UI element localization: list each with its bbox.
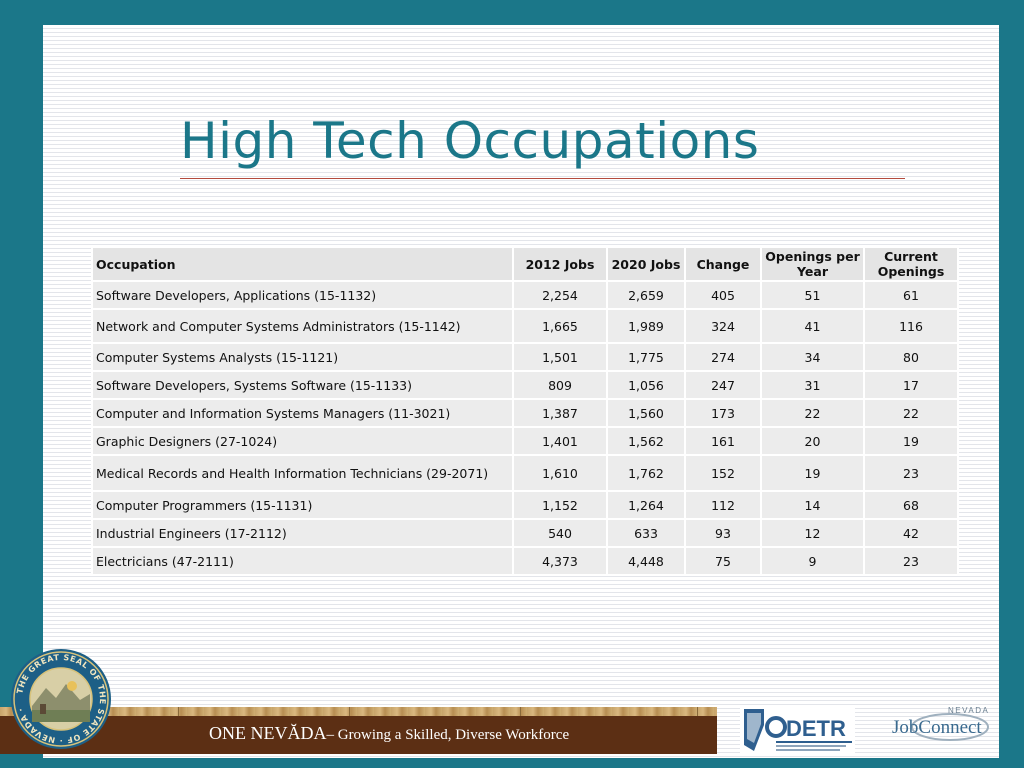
footer-tagline: – Growing a Skilled, Diverse Workforce (326, 727, 570, 743)
value-cell: 247 (684, 370, 762, 400)
header-occupation: Occupation (91, 246, 514, 282)
value-cell: 116 (863, 308, 959, 344)
value-cell: 14 (760, 490, 865, 520)
table-row: Network and Computer Systems Administrat… (91, 308, 959, 344)
value-cell: 152 (684, 454, 762, 492)
value-cell: 1,989 (606, 308, 686, 344)
value-cell: 17 (863, 370, 959, 400)
nevada-jobconnect-logo: NEVADA JobConnect (892, 706, 989, 741)
footer-brand: ONE NEVĂDA (209, 723, 327, 743)
wood-divider (178, 707, 179, 722)
header-2020-jobs: 2020 Jobs (606, 246, 686, 282)
footer-text: ONE NEVĂDA– Growing a Skilled, Diverse W… (209, 723, 569, 744)
value-cell: 19 (760, 454, 865, 492)
value-cell: 1,056 (606, 370, 686, 400)
value-cell: 112 (684, 490, 762, 520)
table-row: Industrial Engineers (17-2112) 540 633 93 12… (91, 518, 959, 548)
occupation-cell: Network and Computer Systems Administrat… (91, 308, 514, 344)
value-cell: 2,254 (512, 280, 608, 310)
value-cell: 12 (760, 518, 865, 548)
svg-text:NEVADA: NEVADA (948, 706, 989, 715)
table-row: Software Developers, Applications (15-11… (91, 280, 959, 310)
value-cell: 324 (684, 308, 762, 344)
value-cell: 4,373 (512, 546, 608, 576)
header-change: Change (684, 246, 762, 282)
value-cell: 31 (760, 370, 865, 400)
table-row: Graphic Designers (27-1024) 1,401 1,562 161… (91, 426, 959, 456)
value-cell: 1,610 (512, 454, 608, 492)
value-cell: 1,264 (606, 490, 686, 520)
wood-divider (697, 707, 698, 722)
value-cell: 80 (863, 342, 959, 372)
value-cell: 405 (684, 280, 762, 310)
value-cell: 41 (760, 308, 865, 344)
value-cell: 633 (606, 518, 686, 548)
occupation-cell: Graphic Designers (27-1024) (91, 426, 514, 456)
value-cell: 161 (684, 426, 762, 456)
occupation-cell: Computer Programmers (15-1131) (91, 490, 514, 520)
occupation-cell: Software Developers, Applications (15-11… (91, 280, 514, 310)
detr-logo: DETR (740, 705, 855, 755)
header-2012-jobs: 2012 Jobs (512, 246, 608, 282)
occupation-cell: Electricians (47-2111) (91, 546, 514, 576)
value-cell: 1,401 (512, 426, 608, 456)
value-cell: 2,659 (606, 280, 686, 310)
value-cell: 42 (863, 518, 959, 548)
wood-divider (520, 707, 521, 722)
value-cell: 1,387 (512, 398, 608, 428)
value-cell: 274 (684, 342, 762, 372)
value-cell: 4,448 (606, 546, 686, 576)
value-cell: 1,762 (606, 454, 686, 492)
value-cell: 75 (684, 546, 762, 576)
value-cell: 19 (863, 426, 959, 456)
occupation-cell: Software Developers, Systems Software (1… (91, 370, 514, 400)
occupation-cell: Computer Systems Analysts (15-1121) (91, 342, 514, 372)
table-header-row: Occupation 2012 Jobs 2020 Jobs Change Op… (91, 246, 959, 282)
value-cell: 93 (684, 518, 762, 548)
header-current-openings: Current Openings (863, 246, 959, 282)
value-cell: 173 (684, 398, 762, 428)
value-cell: 61 (863, 280, 959, 310)
svg-text:JobConnect: JobConnect (892, 717, 982, 738)
table-row: Medical Records and Health Information T… (91, 454, 959, 492)
occupation-cell: Medical Records and Health Information T… (91, 454, 514, 492)
value-cell: 22 (760, 398, 865, 428)
slide-title: High Tech Occupations (180, 112, 760, 170)
table-row: Electricians (47-2111) 4,373 4,448 75 9 23 (91, 546, 959, 576)
value-cell: 1,152 (512, 490, 608, 520)
value-cell: 23 (863, 454, 959, 492)
table-row: Software Developers, Systems Software (1… (91, 370, 959, 400)
value-cell: 23 (863, 546, 959, 576)
footer-bar (0, 716, 717, 754)
value-cell: 540 (512, 518, 608, 548)
value-cell: 22 (863, 398, 959, 428)
title-underline (180, 178, 905, 179)
occupation-cell: Computer and Information Systems Manager… (91, 398, 514, 428)
value-cell: 809 (512, 370, 608, 400)
value-cell: 9 (760, 546, 865, 576)
value-cell: 1,501 (512, 342, 608, 372)
nevada-state-seal-logo: THE GREAT SEAL OF THE STATE OF · NEVADA … (11, 649, 111, 749)
value-cell: 68 (863, 490, 959, 520)
value-cell: 1,665 (512, 308, 608, 344)
value-cell: 1,560 (606, 398, 686, 428)
value-cell: 20 (760, 426, 865, 456)
svg-text:DETR: DETR (786, 716, 846, 741)
value-cell: 51 (760, 280, 865, 310)
value-cell: 1,775 (606, 342, 686, 372)
occupation-cell: Industrial Engineers (17-2112) (91, 518, 514, 548)
wood-divider (349, 707, 350, 722)
table-row: Computer and Information Systems Manager… (91, 398, 959, 428)
table-row: Computer Systems Analysts (15-1121) 1,501… (91, 342, 959, 372)
table-row: Computer Programmers (15-1131) 1,152 1,264… (91, 490, 959, 520)
occupations-table: Occupation 2012 Jobs 2020 Jobs Change Op… (91, 246, 959, 576)
value-cell: 1,562 (606, 426, 686, 456)
header-openings-per-year: Openings per Year (760, 246, 865, 282)
value-cell: 34 (760, 342, 865, 372)
